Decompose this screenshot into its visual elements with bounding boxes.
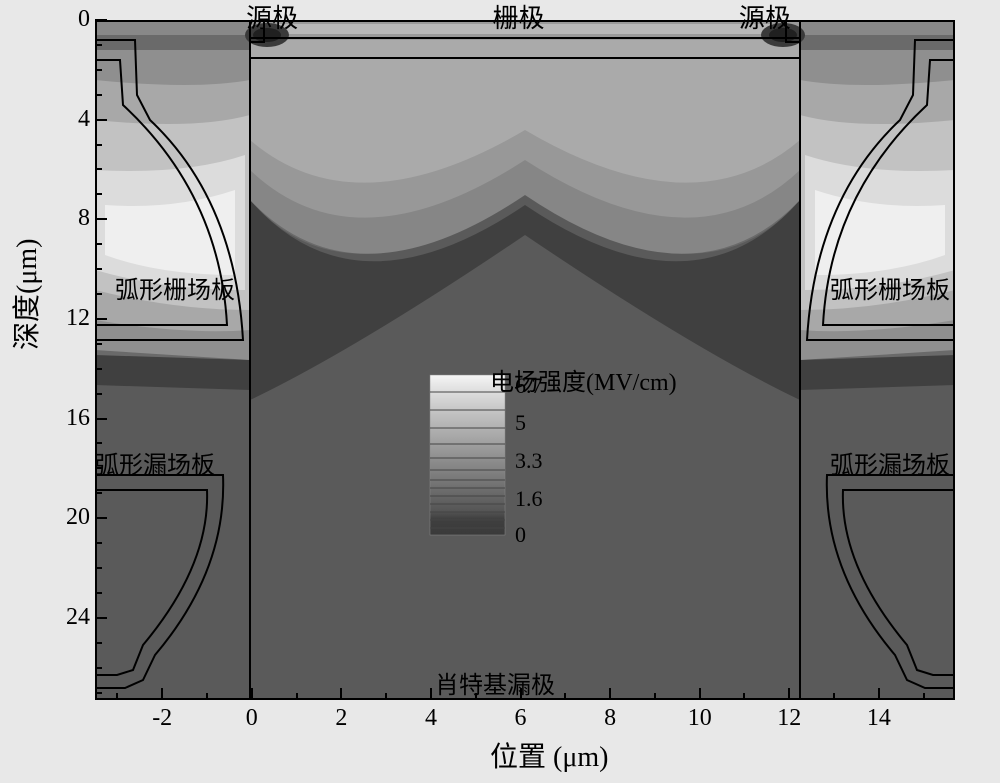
plot-area: 电场强度(MV/cm) <box>95 20 955 700</box>
y-minor-tick <box>95 193 102 195</box>
y-tick-label: 16 <box>40 405 90 432</box>
x-tick-label: 8 <box>590 705 630 732</box>
y-minor-tick <box>95 592 102 594</box>
top-electrode-label: 源极 <box>246 0 298 35</box>
y-tick-mark <box>95 617 107 619</box>
annotation-label: 弧形漏场板 <box>830 445 950 480</box>
x-minor-tick <box>296 693 298 700</box>
y-tick-label: 4 <box>40 106 90 133</box>
x-axis-label: 位置 (μm) <box>490 735 608 775</box>
y-tick-mark <box>95 119 107 121</box>
y-minor-tick <box>95 168 102 170</box>
legend-tick: 1.6 <box>515 486 543 512</box>
x-minor-tick <box>206 693 208 700</box>
x-tick-mark <box>609 688 611 700</box>
x-tick-mark <box>340 688 342 700</box>
x-tick-label: 0 <box>232 705 272 732</box>
x-tick-label: 2 <box>321 705 361 732</box>
top-electrode-label: 栅极 <box>493 0 545 35</box>
y-tick-label: 8 <box>40 205 90 232</box>
y-tick-label: 0 <box>40 6 90 33</box>
y-minor-tick <box>95 542 102 544</box>
top-electrode-label: 源极 <box>739 0 791 35</box>
y-tick-mark <box>95 19 107 21</box>
y-minor-tick <box>95 144 102 146</box>
x-tick-label: 4 <box>411 705 451 732</box>
y-tick-mark <box>95 418 107 420</box>
x-minor-tick <box>923 693 925 700</box>
x-minor-tick <box>385 693 387 700</box>
y-tick-mark <box>95 218 107 220</box>
y-minor-tick <box>95 692 102 694</box>
x-minor-tick <box>654 693 656 700</box>
legend-tick: 3.3 <box>515 448 543 474</box>
y-tick-label: 12 <box>40 305 90 332</box>
y-minor-tick <box>95 268 102 270</box>
y-minor-tick <box>95 69 102 71</box>
y-minor-tick <box>95 567 102 569</box>
x-minor-tick <box>564 693 566 700</box>
y-minor-tick <box>95 44 102 46</box>
annotation-label: 弧形漏场板 <box>95 445 215 480</box>
x-minor-tick <box>743 693 745 700</box>
legend-tick: 0 <box>515 522 526 548</box>
x-tick-mark <box>699 688 701 700</box>
figure-container: 电场强度(MV/cm) 6.7 5 3.3 1.6 0 深度(μm) 位置 (μ… <box>0 0 1000 783</box>
x-minor-tick <box>116 693 118 700</box>
x-tick-label: 6 <box>501 705 541 732</box>
x-tick-mark <box>788 688 790 700</box>
x-tick-label: 14 <box>859 705 899 732</box>
y-minor-tick <box>95 492 102 494</box>
x-tick-mark <box>878 688 880 700</box>
y-axis-label: 深度(μm) <box>5 239 45 350</box>
y-minor-tick <box>95 94 102 96</box>
x-tick-mark <box>430 688 432 700</box>
x-tick-label: 12 <box>769 705 809 732</box>
y-minor-tick <box>95 293 102 295</box>
y-minor-tick <box>95 667 102 669</box>
annotation-label: 弧形栅场板 <box>830 270 950 305</box>
y-tick-mark <box>95 517 107 519</box>
y-minor-tick <box>95 368 102 370</box>
y-tick-label: 24 <box>40 604 90 631</box>
legend-tick: 6.7 <box>515 373 543 399</box>
legend-tick: 5 <box>515 410 526 436</box>
y-minor-tick <box>95 343 102 345</box>
y-tick-label: 20 <box>40 504 90 531</box>
annotation-label: 弧形栅场板 <box>115 270 235 305</box>
y-minor-tick <box>95 642 102 644</box>
y-minor-tick <box>95 393 102 395</box>
x-tick-mark <box>161 688 163 700</box>
contour-svg <box>95 20 955 700</box>
y-minor-tick <box>95 243 102 245</box>
x-tick-label: -2 <box>142 705 182 732</box>
y-tick-mark <box>95 318 107 320</box>
x-minor-tick <box>833 693 835 700</box>
x-tick-mark <box>251 688 253 700</box>
x-tick-label: 10 <box>680 705 720 732</box>
annotation-label: 肖特基漏极 <box>435 665 555 700</box>
